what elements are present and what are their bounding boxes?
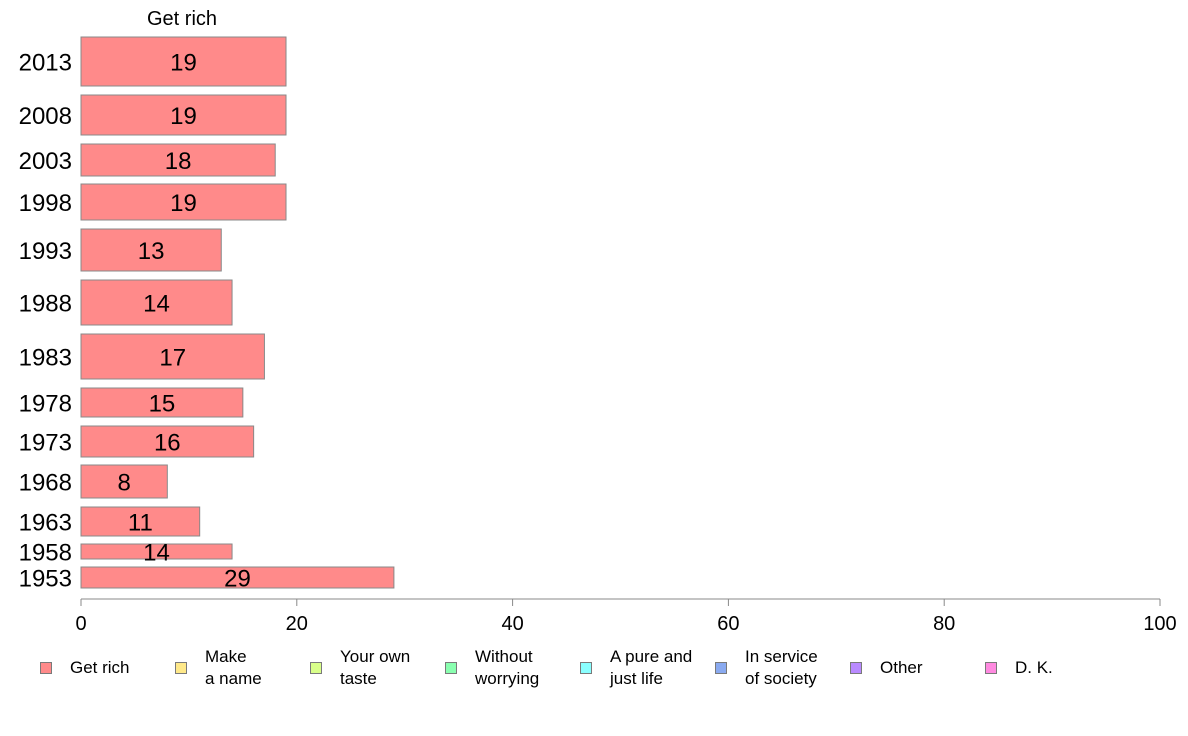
bar-2013 [80, 36, 287, 87]
data-label-2003: 18 [165, 148, 192, 175]
legend-label: Other [880, 658, 923, 677]
y-tick-label-1983: 1983 [19, 345, 72, 372]
legend-swatch [40, 662, 52, 674]
data-label-1993: 13 [138, 238, 165, 265]
data-label-1963: 11 [128, 510, 153, 537]
data-label-1998: 19 [170, 190, 197, 217]
data-label-1968: 8 [117, 470, 130, 497]
x-axis: 0 20 40 60 80 100 [75, 598, 1177, 635]
bar-1993 [80, 228, 222, 272]
legend-swatch [580, 662, 592, 674]
data-label-2013: 19 [170, 50, 197, 77]
bar-1963 [80, 506, 201, 537]
legend-swatch [445, 662, 457, 674]
y-tick-label-1988: 1988 [19, 291, 72, 318]
data-label-1958: 14 [143, 540, 170, 567]
legend-label: In service of society [745, 647, 818, 688]
legend: Get rich Make a name Your own taste Without… [0, 646, 1188, 696]
y-tick-label-1978: 1978 [19, 391, 72, 418]
legend-label: Get rich [70, 658, 130, 677]
bar-1953 [80, 566, 395, 589]
y-tick-label-1993: 1993 [19, 238, 72, 265]
chart-title: Get rich [147, 8, 217, 30]
bar-1973 [80, 425, 255, 458]
y-tick-label-1968: 1968 [19, 470, 72, 497]
x-tick-label-0: 0 [75, 613, 86, 635]
x-tick-label-40: 40 [501, 613, 523, 635]
x-tick-label-100: 100 [1143, 613, 1176, 635]
bar-1983 [80, 333, 265, 380]
legend-label: Make a name [205, 647, 262, 688]
data-label-1953: 29 [224, 566, 251, 593]
x-tick-label-20: 20 [286, 613, 308, 635]
y-tick-label-1963: 1963 [19, 510, 72, 537]
legend-swatch [985, 662, 997, 674]
data-label-1973: 16 [154, 430, 181, 457]
x-tick-label-60: 60 [717, 613, 739, 635]
data-label-2008: 19 [170, 103, 197, 130]
data-label-1983: 17 [159, 345, 186, 372]
y-tick-label-1953: 1953 [19, 566, 72, 593]
legend-swatch [850, 662, 862, 674]
y-axis-labels: 2013 2008 2003 1998 1993 1988 1983 1978 1973 1968… [19, 50, 72, 593]
bar-1968 [80, 464, 168, 499]
y-tick-label-1958: 1958 [19, 540, 72, 567]
bar-2008 [80, 94, 287, 136]
legend-label: A pure and just life [610, 647, 693, 688]
legend-swatch [715, 662, 727, 674]
bar-1958 [80, 543, 233, 560]
y-tick-label-2013: 2013 [19, 50, 72, 77]
data-label-1978: 15 [149, 391, 176, 418]
legend-label: D. K. [1015, 658, 1053, 677]
bar-1998 [80, 183, 287, 221]
y-tick-label-2003: 2003 [19, 148, 72, 175]
legend-swatch [175, 662, 187, 674]
bar-1988 [80, 279, 233, 326]
legend-swatch [310, 662, 322, 674]
y-tick-label-2008: 2008 [19, 103, 72, 130]
y-tick-label-1998: 1998 [19, 190, 72, 217]
data-label-1988: 14 [143, 291, 170, 318]
legend-label: Without worrying [475, 647, 540, 688]
bar-1978 [80, 387, 244, 418]
x-tick-label-80: 80 [933, 613, 955, 635]
legend-label: Your own taste [340, 647, 411, 688]
bar-2003 [80, 143, 276, 177]
y-tick-label-1973: 1973 [19, 430, 72, 457]
